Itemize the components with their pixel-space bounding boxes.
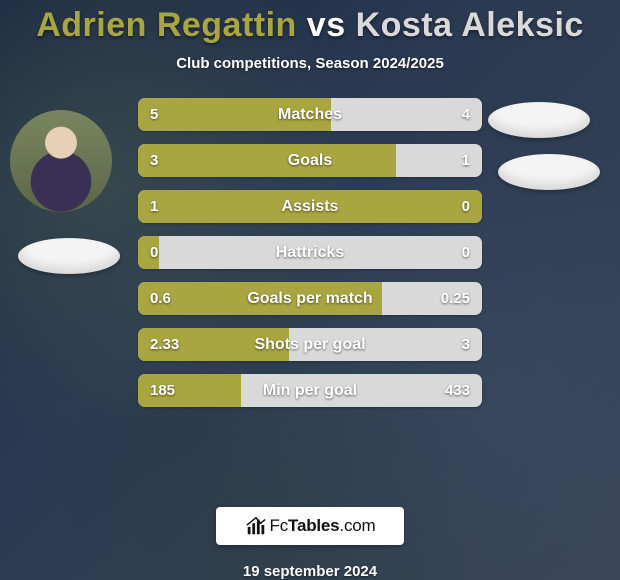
stat-fill-player1 [138,98,331,131]
stat-fill-player1 [138,328,289,361]
brand-prefix: Fc [270,516,288,535]
chart-icon [245,515,267,537]
comparison-arena: 5Matches4 3Goals1 1Assists0 0Hattricks0 0.6G… [0,90,620,505]
content-wrap: Adrien Regattin vs Kosta Aleksic Club co… [0,0,620,580]
date-text: 19 september 2024 [243,563,377,580]
stat-row: 1Assists0 [138,190,482,223]
title-vs: vs [307,6,346,44]
stat-row: 3Goals1 [138,144,482,177]
stat-row: 5Matches4 [138,98,482,131]
stat-fill-player1 [138,236,159,269]
player2-flag [498,154,600,190]
stat-value-player2: 3 [462,328,470,361]
stat-value-player2: 4 [462,98,470,131]
stat-row: 0.6Goals per match0.25 [138,282,482,315]
subtitle: Club competitions, Season 2024/2025 [176,55,444,72]
brand-text: FcTables.com [270,516,376,536]
stat-value-player2: 0.25 [441,282,470,315]
stat-bars: 5Matches4 3Goals1 1Assists0 0Hattricks0 0.6G… [138,98,482,407]
stat-row: 0Hattricks0 [138,236,482,269]
player1-avatar [10,110,112,212]
stat-value-player2: 1 [462,144,470,177]
avatar-icon [10,110,112,212]
stat-fill-player1 [138,282,382,315]
player2-avatar-placeholder [488,102,590,138]
stat-fill-player1 [138,374,241,407]
brand-badge: FcTables.com [216,507,404,545]
brand-bold: Tables [288,516,339,535]
stat-value-player2: 433 [445,374,470,407]
stat-value-player2: 0 [462,236,470,269]
title-player2: Kosta Aleksic [356,6,584,44]
page-title: Adrien Regattin vs Kosta Aleksic [36,6,584,45]
stat-fill-player1 [138,144,396,177]
stat-row: 2.33Shots per goal3 [138,328,482,361]
stat-row: 185Min per goal433 [138,374,482,407]
player1-flag [18,238,120,274]
stat-label: Hattricks [138,236,482,269]
stat-fill-player1 [138,190,482,223]
brand-suffix: .com [339,516,375,535]
title-player1: Adrien Regattin [36,6,297,44]
